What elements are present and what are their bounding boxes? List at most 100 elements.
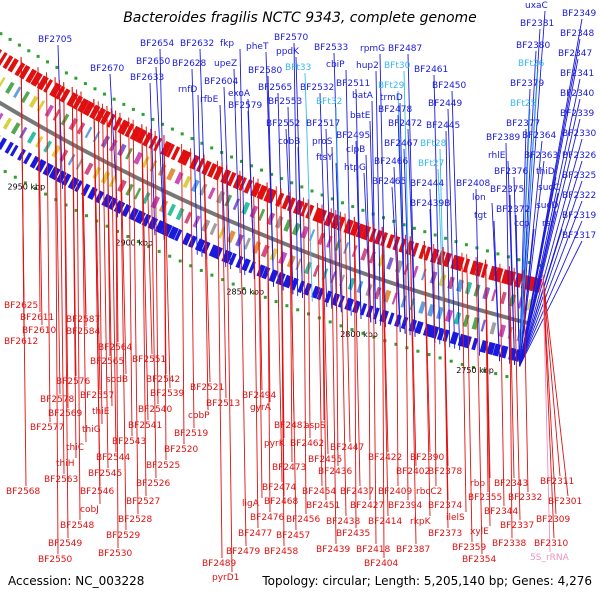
label-leader-line [515, 214, 521, 367]
gene-label: BF2612 [4, 337, 38, 347]
gc-marker [17, 43, 21, 47]
forward-gene [303, 282, 312, 296]
gene-label: BF2550 [38, 555, 73, 565]
gene-label: BF2348 [560, 29, 595, 39]
gc-marker [210, 146, 214, 150]
gene-label: proS [312, 137, 333, 147]
gene-label: BF2557 [80, 391, 114, 401]
gene-label: htpG [344, 163, 366, 173]
label-leader-line [307, 199, 311, 439]
cog-band [480, 319, 486, 332]
label-leader-line [485, 259, 491, 527]
label-leader-line [159, 48, 165, 240]
cog-band [312, 264, 320, 278]
label-leader-line [345, 69, 352, 316]
gc-marker [8, 37, 12, 41]
label-leader-line [197, 94, 203, 257]
gc-marker [505, 375, 509, 379]
genome-title: Bacteroides fragilis NCTC 9343, complete… [123, 10, 477, 26]
gene-label: BF2408 [456, 179, 491, 189]
reverse-gene [129, 125, 142, 142]
label-leader-line [509, 194, 516, 366]
gc-marker [230, 155, 234, 159]
gc-marker [320, 193, 324, 197]
gc-marker [103, 92, 106, 96]
cog-band [117, 143, 127, 157]
label-leader-line [523, 270, 529, 493]
gc-marker [74, 208, 78, 212]
cog-band [28, 95, 39, 108]
label-leader-line [221, 162, 227, 399]
reverse-gene [170, 146, 181, 161]
gene-label: BF2380 [516, 41, 551, 51]
label-leader-line [519, 98, 581, 367]
gene-label: BF2462 [290, 439, 324, 449]
label-leader-line [280, 188, 285, 547]
gene-label: BF2576 [56, 377, 91, 387]
reverse-gene [166, 143, 175, 158]
label-leader-line [335, 209, 339, 467]
gene-label: BFt29 [378, 81, 405, 91]
reverse-gene [312, 207, 324, 223]
reverse-gene [386, 234, 395, 249]
gene-label: BFt32 [316, 97, 342, 107]
gene-label: BF2301 [548, 497, 582, 507]
gc-marker [210, 273, 214, 277]
label-leader-line [239, 170, 247, 547]
gene-label: BF2564 [98, 343, 133, 353]
label-leader-line [303, 197, 307, 515]
gc-marker [433, 233, 437, 237]
gene-label: BF2541 [128, 421, 162, 431]
reverse-gene [462, 258, 471, 273]
gc-marker [402, 223, 406, 227]
cog-band [498, 324, 506, 338]
gene-label: tgt [474, 211, 487, 221]
gene-label: BF2457 [276, 531, 310, 541]
gene-label: BF2375 [490, 185, 524, 195]
forward-gene [35, 159, 47, 173]
forward-gene [241, 258, 251, 272]
gene-label: batA [352, 91, 374, 101]
cog-band [266, 212, 276, 226]
forward-gene [9, 144, 19, 157]
cog-band [133, 151, 143, 165]
gene-label: BF2542 [146, 375, 180, 385]
gc-marker [105, 224, 109, 228]
gc-marker [341, 201, 344, 205]
reverse-gene [25, 68, 37, 84]
gene-label: BF2610 [22, 326, 57, 336]
reverse-gene [213, 165, 224, 181]
gene-label: BF2465 [372, 177, 406, 187]
label-leader-line [519, 160, 583, 367]
label-leader-line [355, 140, 362, 320]
gene-label: BF2528 [118, 515, 153, 525]
cog-band [166, 167, 176, 181]
forward-gene [0, 135, 1, 137]
gc-marker [13, 175, 17, 179]
gc-marker [280, 177, 284, 181]
gene-label: ccp [514, 219, 530, 229]
forward-gene [121, 203, 132, 217]
gc-marker [416, 349, 420, 353]
gene-label: BF2580 [248, 66, 283, 76]
gc-marker [506, 255, 510, 259]
label-leader-line [381, 226, 385, 559]
gc-marker [494, 372, 498, 376]
cog-band [20, 91, 30, 104]
gene-label: BF2587 [66, 315, 100, 325]
cog-band [526, 298, 532, 311]
gene-label: BF2548 [60, 521, 95, 531]
gene-label: BF2435 [336, 529, 370, 539]
gc-marker [485, 249, 489, 253]
gene-label: BF2341 [560, 69, 594, 79]
cog-band [175, 207, 185, 221]
label-leader-line [106, 105, 113, 407]
label-leader-line [519, 68, 539, 367]
cog-band [207, 187, 216, 200]
cog-band [141, 155, 150, 169]
gene-label: BF2404 [364, 559, 399, 569]
label-leader-line [247, 110, 255, 280]
label-leaders [20, 10, 583, 573]
gene-label: BF2553 [268, 97, 302, 107]
cog-band [2, 117, 13, 130]
